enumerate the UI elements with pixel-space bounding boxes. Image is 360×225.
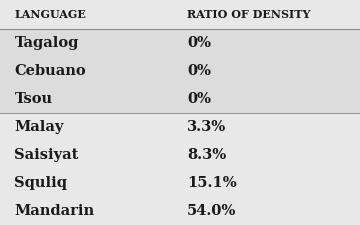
Text: Malay: Malay (14, 120, 64, 134)
Text: 0%: 0% (187, 92, 211, 106)
Text: 0%: 0% (187, 36, 211, 50)
Text: Mandarin: Mandarin (14, 204, 95, 218)
Text: Squliq: Squliq (14, 176, 67, 190)
Text: Tsou: Tsou (14, 92, 53, 106)
Text: LANGUAGE: LANGUAGE (14, 9, 86, 20)
Text: 15.1%: 15.1% (187, 176, 237, 190)
Text: Tagalog: Tagalog (14, 36, 79, 50)
Text: 54.0%: 54.0% (187, 204, 237, 218)
Text: RATIO OF DENSITY: RATIO OF DENSITY (187, 9, 311, 20)
Text: 3.3%: 3.3% (187, 120, 226, 134)
Text: Cebuano: Cebuano (14, 64, 86, 78)
Bar (0, 29, 360, 113)
Text: Saisiyat: Saisiyat (14, 148, 79, 162)
Text: 0%: 0% (187, 64, 211, 78)
Text: 8.3%: 8.3% (187, 148, 226, 162)
